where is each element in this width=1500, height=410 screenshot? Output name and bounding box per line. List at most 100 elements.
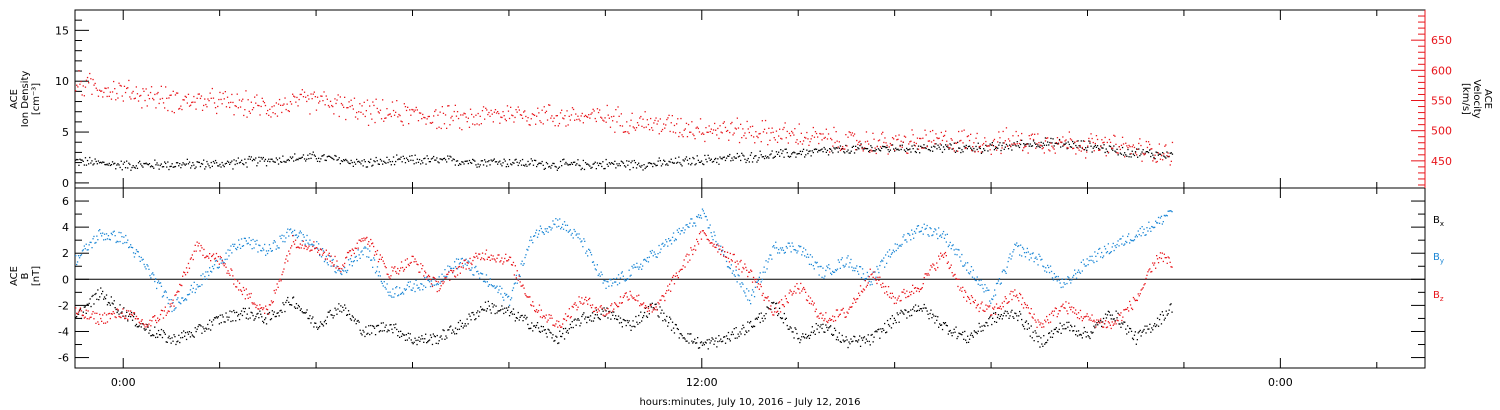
data-point: [1048, 149, 1050, 151]
data-point: [413, 111, 415, 113]
data-point: [90, 316, 92, 318]
data-point: [306, 309, 308, 311]
data-point: [1058, 138, 1061, 141]
data-point: [631, 160, 633, 162]
data-point: [119, 240, 121, 243]
data-point: [711, 235, 713, 238]
data-point: [96, 235, 98, 237]
data-point: [558, 122, 561, 125]
data-point: [855, 267, 857, 269]
data-point: [569, 163, 571, 166]
data-point: [542, 232, 544, 234]
data-point: [951, 245, 953, 247]
data-point: [119, 304, 121, 306]
data-point: [541, 160, 543, 163]
data-point: [167, 161, 169, 163]
data-point: [400, 335, 403, 337]
data-point: [100, 232, 102, 235]
data-point: [923, 303, 925, 306]
data-point: [682, 159, 684, 161]
data-point: [636, 321, 638, 323]
data-point: [1113, 249, 1115, 252]
data-point: [361, 250, 363, 252]
data-point: [1102, 257, 1104, 259]
data-point: [681, 334, 683, 337]
data-point: [510, 310, 513, 313]
data-point: [162, 102, 165, 104]
data-point: [851, 341, 853, 343]
data-point: [757, 280, 759, 282]
data-point: [420, 263, 422, 265]
data-point: [837, 151, 839, 153]
data-point: [743, 290, 745, 292]
data-point: [919, 308, 921, 310]
data-point: [260, 249, 262, 252]
data-point: [235, 320, 237, 322]
data-point: [1143, 154, 1145, 156]
data-point: [1072, 147, 1074, 150]
data-point: [870, 149, 872, 151]
data-point: [146, 163, 148, 165]
data-point: [668, 160, 670, 163]
data-point: [696, 126, 698, 128]
data-point: [445, 275, 447, 278]
data-point: [776, 302, 778, 304]
data-point: [636, 164, 639, 166]
data-point: [355, 255, 357, 258]
data-point: [186, 158, 188, 160]
data-point: [917, 225, 920, 227]
data-point: [185, 267, 188, 269]
data-point: [1166, 314, 1168, 316]
data-point: [175, 294, 177, 296]
data-point: [608, 310, 610, 313]
data-point: [1052, 138, 1054, 140]
data-point: [416, 343, 418, 346]
data-point: [1045, 144, 1048, 146]
data-point: [553, 162, 555, 165]
data-point: [429, 161, 431, 163]
data-point: [637, 323, 639, 325]
data-point: [613, 278, 615, 280]
data-point: [199, 165, 202, 168]
data-point: [569, 229, 571, 231]
data-point: [897, 314, 899, 316]
data-point: [634, 162, 637, 164]
data-point: [453, 110, 455, 113]
data-point: [395, 323, 397, 325]
data-point: [325, 249, 327, 251]
data-point: [264, 312, 266, 314]
data-point: [587, 303, 589, 305]
data-point: [629, 125, 631, 127]
data-point: [983, 148, 985, 150]
data-point: [452, 271, 454, 273]
data-point: [648, 313, 650, 315]
data-point: [315, 158, 318, 160]
data-point: [75, 307, 77, 309]
data-point: [788, 242, 790, 244]
data-point: [1074, 269, 1076, 271]
data-point: [1125, 240, 1127, 243]
data-point: [1146, 227, 1148, 229]
data-point: [526, 248, 528, 251]
data-point: [293, 95, 295, 97]
data-point: [425, 286, 427, 288]
data-point: [423, 341, 425, 343]
data-point: [469, 161, 472, 164]
data-point: [294, 234, 297, 236]
data-point: [639, 165, 641, 167]
data-point: [161, 336, 164, 339]
data-point: [408, 123, 410, 125]
data-point: [1019, 310, 1021, 313]
data-point: [482, 106, 485, 108]
data-point: [238, 99, 241, 101]
data-point: [123, 161, 126, 163]
data-point: [282, 271, 284, 273]
data-point: [1117, 152, 1119, 154]
data-point: [399, 158, 401, 160]
data-point: [389, 291, 391, 293]
data-point: [84, 248, 86, 250]
data-point: [145, 162, 147, 164]
data-point: [547, 328, 549, 330]
data-point: [536, 115, 538, 117]
